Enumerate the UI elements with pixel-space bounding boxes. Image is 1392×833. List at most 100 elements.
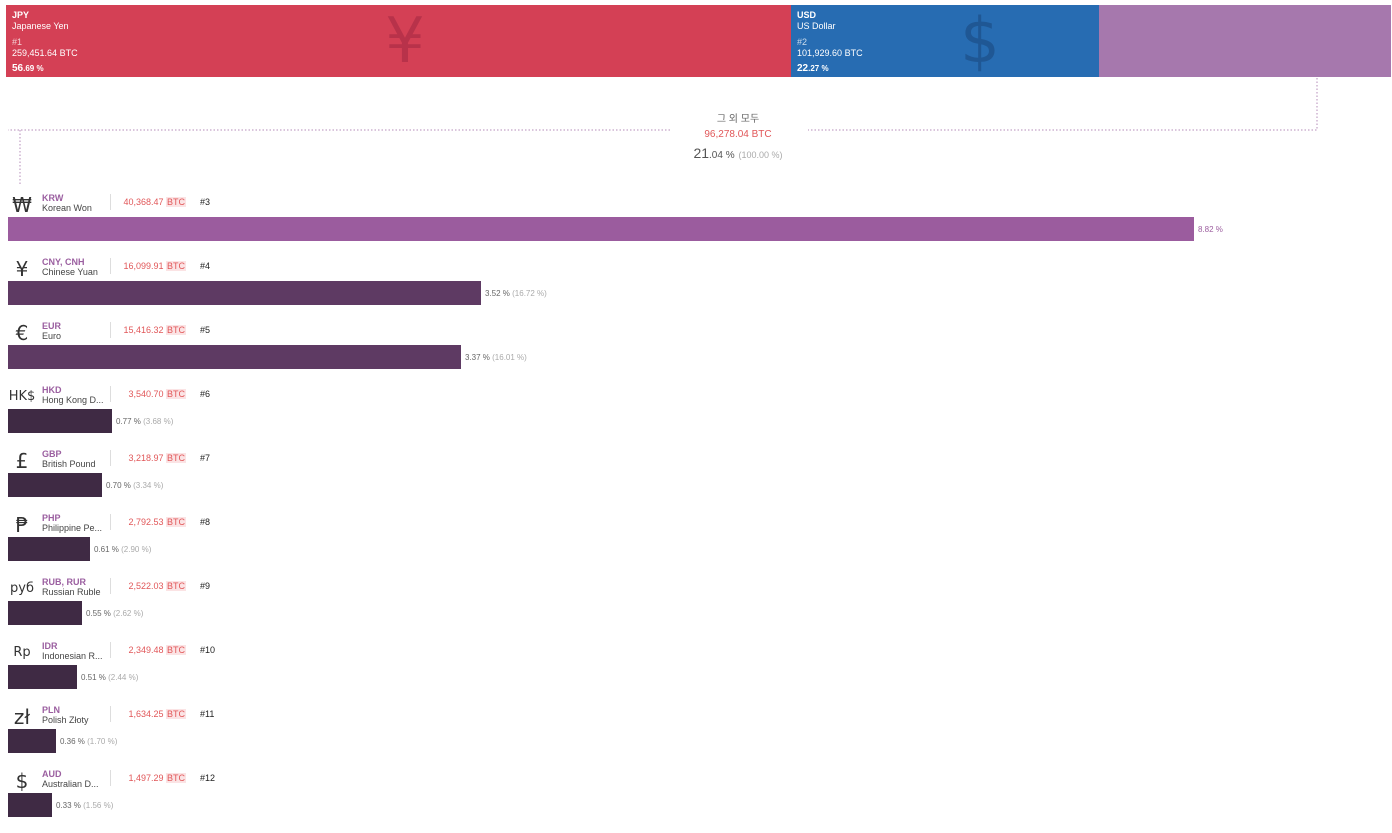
currency-bar[interactable] <box>8 601 82 625</box>
top-bar-jpy[interactable]: ¥ JPY Japanese Yen #1 259,451.64 BTC 56.69 % <box>6 5 791 77</box>
currency-code: HKD <box>42 385 62 395</box>
currency-names: IDR Indonesian R... <box>42 641 110 661</box>
currency-name: Japanese Yen <box>12 21 69 31</box>
currency-bar[interactable] <box>8 345 461 369</box>
divider <box>110 642 111 658</box>
currency-row-idr[interactable]: Rp IDR Indonesian R... 2,349.48 BTC #10 0.51 … <box>8 641 1378 705</box>
currency-names: PHP Philippine Pe... <box>42 513 110 533</box>
currency-percentage: 3.52 % (16.72 %) <box>485 289 547 298</box>
currency-bar[interactable] <box>8 793 52 817</box>
currency-bar[interactable] <box>8 537 90 561</box>
divider <box>110 386 111 402</box>
currency-rank: #7 <box>200 453 211 463</box>
currency-names: EUR Euro <box>42 321 110 341</box>
currency-row-hkd[interactable]: HK$ HKD Hong Kong D... 3,540.70 BTC #6 0.77 %… <box>8 385 1378 449</box>
divider <box>110 514 111 530</box>
currency-code: AUD <box>42 769 62 779</box>
top-bar-others[interactable] <box>1099 5 1391 77</box>
currency-btc: 259,451.64 BTC <box>12 48 78 58</box>
currency-name: Australian D... <box>42 779 99 789</box>
divider <box>110 706 111 722</box>
currency-percentage: 0.61 % (2.90 %) <box>94 545 152 554</box>
currency-bar[interactable] <box>8 409 112 433</box>
currency-btc: 2,792.53 BTC <box>128 517 186 527</box>
currency-btc: 40,368.47 BTC <box>123 197 186 207</box>
currency-percentage: 0.77 % (3.68 %) <box>116 417 174 426</box>
currency-rank: #6 <box>200 389 211 399</box>
currency-names: HKD Hong Kong D... <box>42 385 110 405</box>
currency-bar[interactable] <box>8 217 1194 241</box>
currency-rank: #4 <box>200 261 211 271</box>
currency-symbol-icon: ₩ <box>12 193 32 217</box>
currency-btc: 1,634.25 BTC <box>128 709 186 719</box>
currency-symbol-icon: ¥ <box>15 257 29 281</box>
currency-name: Euro <box>42 331 62 341</box>
currency-code: USD <box>797 10 817 20</box>
currency-rank: #3 <box>200 197 211 207</box>
currency-code: IDR <box>42 641 58 651</box>
currency-row-krw[interactable]: ₩ KRW Korean Won 40,368.47 BTC #3 8.82 % <box>8 193 1378 257</box>
top-bar-text: USD US Dollar #2 101,929.60 BTC 22.27 % <box>797 10 863 74</box>
others-label: 그 외 모두 <box>716 114 760 125</box>
currency-names: PLN Polish Złoty <box>42 705 110 725</box>
currency-row-aud[interactable]: $ AUD Australian D... 1,497.29 BTC #12 0.33 %… <box>8 769 1378 833</box>
currency-percentage: 8.82 % <box>1198 225 1223 234</box>
top-bar-text: JPY Japanese Yen #1 259,451.64 BTC 56.69 % <box>12 10 78 74</box>
currency-percentage: 3.37 % (16.01 %) <box>465 353 527 362</box>
currency-percentage: 0.51 % (2.44 %) <box>81 673 139 682</box>
currency-symbol-icon: $ <box>15 769 29 793</box>
currency-code: EUR <box>42 321 62 331</box>
currency-bar[interactable] <box>8 281 481 305</box>
currency-code: PHP <box>42 513 61 523</box>
currency-percentage: 22.27 % <box>797 63 829 74</box>
currency-name: Russian Ruble <box>42 587 101 597</box>
currency-name: Philippine Pe... <box>42 523 103 533</box>
currency-name: US Dollar <box>797 21 836 31</box>
currency-name: British Pound <box>42 459 96 469</box>
currency-row-rub[interactable]: руб RUB, RUR Russian Ruble 2,522.03 BTC #9 0.… <box>8 577 1378 641</box>
currency-bar[interactable] <box>8 729 56 753</box>
currency-row-pln[interactable]: zł PLN Polish Złoty 1,634.25 BTC #11 0.36 % (… <box>8 705 1378 769</box>
currency-symbol-icon: € <box>15 321 29 345</box>
currency-symbol-icon: ₱ <box>15 513 29 537</box>
currency-percentage: 0.33 % (1.56 %) <box>56 801 114 810</box>
currency-code: CNY, CNH <box>42 257 85 267</box>
currency-row-cny[interactable]: ¥ CNY, CNH Chinese Yuan 16,099.91 BTC #4 3.52… <box>8 257 1378 321</box>
currency-row-php[interactable]: ₱ PHP Philippine Pe... 2,792.53 BTC #8 0.61 %… <box>8 513 1378 577</box>
divider <box>110 322 111 338</box>
currency-name: Korean Won <box>42 203 92 213</box>
currency-symbol-icon: Rp <box>13 645 31 660</box>
others-percentage: 21.04 % (100.00 %) <box>693 145 783 161</box>
currency-rank: #5 <box>200 325 211 335</box>
currency-symbol-icon: ¥ <box>385 5 425 77</box>
currency-symbol-icon: $ <box>960 5 1000 77</box>
currency-percentage: 0.36 % (1.70 %) <box>60 737 118 746</box>
currency-rank: #11 <box>200 709 215 719</box>
others-btc: 96,278.04 BTC <box>704 129 772 140</box>
currency-btc: 2,349.48 BTC <box>128 645 186 655</box>
currency-symbol-icon: £ <box>15 449 29 473</box>
currency-code: KRW <box>42 193 64 203</box>
currency-btc: 3,540.70 BTC <box>128 389 186 399</box>
currency-bar[interactable] <box>8 473 102 497</box>
divider <box>110 258 111 274</box>
currency-symbol-icon: HK$ <box>8 389 36 404</box>
currency-percentage: 0.55 % (2.62 %) <box>86 609 144 618</box>
currency-percentage: 0.70 % (3.34 %) <box>106 481 164 490</box>
currency-row-gbp[interactable]: £ GBP British Pound 3,218.97 BTC #7 0.70 % (3… <box>8 449 1378 513</box>
divider <box>110 770 111 786</box>
divider <box>110 194 111 210</box>
currency-code: GBP <box>42 449 62 459</box>
top-currency-bars: ¥ JPY Japanese Yen #1 259,451.64 BTC 56.69 % $… <box>6 5 1391 77</box>
divider <box>110 450 111 466</box>
currency-names: GBP British Pound <box>42 449 110 469</box>
currency-rank: #2 <box>797 37 808 47</box>
currency-bar[interactable] <box>8 665 77 689</box>
currency-btc: 1,497.29 BTC <box>128 773 186 783</box>
top-bar-usd[interactable]: $ USD US Dollar #2 101,929.60 BTC 22.27 % <box>791 5 1099 77</box>
currency-names: RUB, RUR Russian Ruble <box>42 577 110 597</box>
currency-name: Hong Kong D... <box>42 395 104 405</box>
currency-names: KRW Korean Won <box>42 193 110 213</box>
currency-row-eur[interactable]: € EUR Euro 15,416.32 BTC #5 3.37 % (16.01 %) <box>8 321 1378 385</box>
currency-btc: 3,218.97 BTC <box>128 453 186 463</box>
